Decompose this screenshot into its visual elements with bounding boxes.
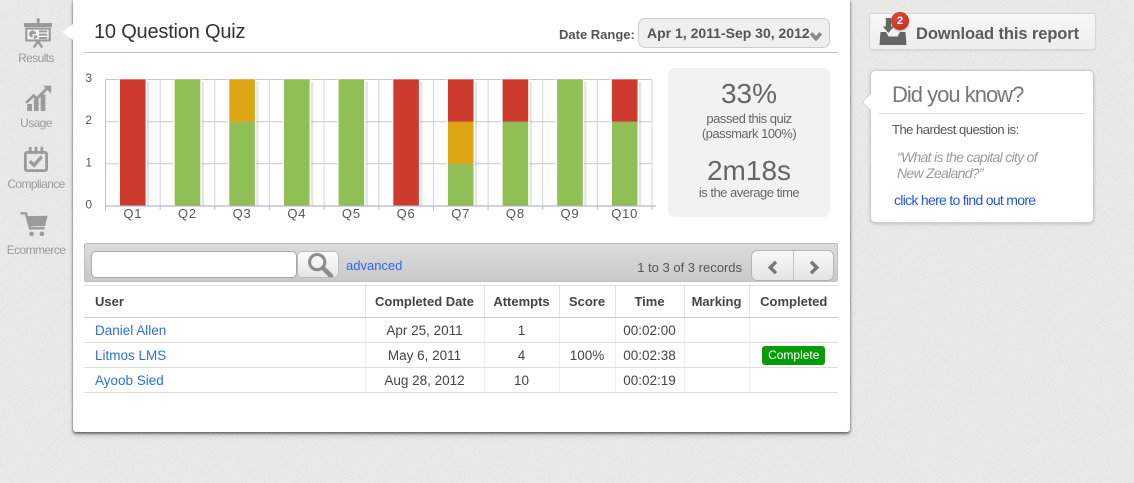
svg-text:1: 1 <box>85 155 92 169</box>
svg-text:Q7: Q7 <box>451 206 470 221</box>
svg-text:2: 2 <box>85 113 92 127</box>
svg-text:Q6: Q6 <box>397 206 416 221</box>
svg-text:3: 3 <box>85 71 92 85</box>
svg-text:Q8: Q8 <box>506 206 525 221</box>
svg-text:Q5: Q5 <box>342 206 361 221</box>
svg-text:Q2: Q2 <box>178 206 197 221</box>
svg-text:Q1: Q1 <box>123 206 142 221</box>
svg-text:0: 0 <box>85 198 92 212</box>
svg-text:Q9: Q9 <box>561 206 580 221</box>
svg-text:Q10: Q10 <box>611 206 638 221</box>
svg-text:Q3: Q3 <box>233 206 252 221</box>
svg-text:Q4: Q4 <box>287 206 306 221</box>
